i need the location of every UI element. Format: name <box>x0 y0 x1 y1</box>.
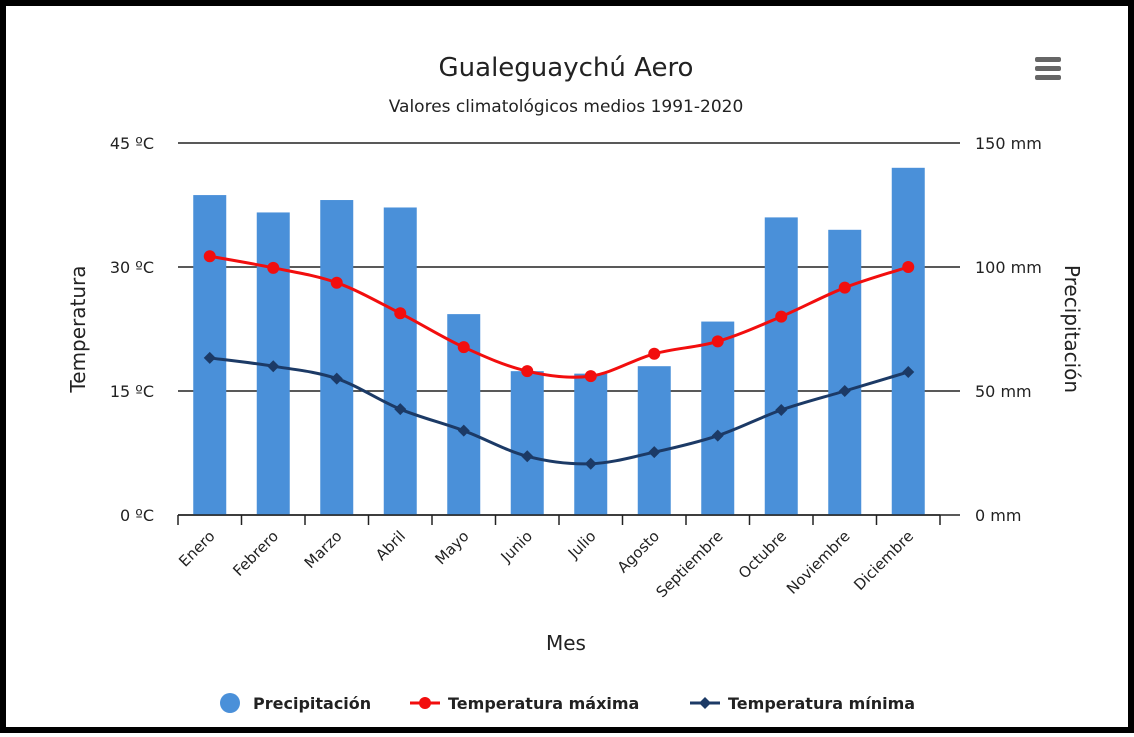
bar <box>510 371 544 515</box>
bar <box>764 217 798 515</box>
bar <box>383 207 417 516</box>
bar <box>320 200 354 516</box>
x-axis-title: Mes <box>546 631 586 655</box>
y2-tick-label: 0 mm <box>975 506 1021 525</box>
y-tick-label: 0 ºC <box>120 506 154 525</box>
marker <box>521 450 534 463</box>
marker <box>775 404 788 417</box>
chart-subtitle: Valores climatológicos medios 1991-2020 <box>389 97 744 117</box>
chart-title: Gualeguaychú Aero <box>439 53 694 83</box>
legend-label: Precipitación <box>253 694 371 713</box>
bar <box>637 366 671 515</box>
bar <box>828 229 862 516</box>
marker <box>203 250 216 263</box>
marker <box>330 276 343 289</box>
marker <box>838 385 851 397</box>
y-tick-label: 15 ºC <box>110 382 154 401</box>
y2-tick-label: 50 mm <box>975 382 1032 401</box>
marker <box>584 457 597 470</box>
legend-swatch <box>699 697 711 709</box>
bar <box>701 321 735 515</box>
marker <box>394 403 407 416</box>
marker <box>648 446 661 459</box>
bar <box>574 373 608 515</box>
menu-icon[interactable] <box>1035 57 1061 80</box>
marker <box>902 365 915 378</box>
marker <box>775 310 788 323</box>
legend-label: Temperatura mínima <box>728 694 915 713</box>
marker <box>902 261 915 273</box>
line <box>209 356 909 466</box>
marker <box>267 261 280 274</box>
legend-swatch <box>220 693 240 713</box>
marker <box>330 372 343 385</box>
marker <box>521 365 534 378</box>
y-tick-label: 45 ºC <box>110 134 154 153</box>
marker <box>457 341 470 354</box>
marker <box>394 307 407 320</box>
legend-swatch <box>419 697 431 709</box>
legend-label: Temperatura máxima <box>448 694 639 713</box>
y-tick-label: 30 ºC <box>110 258 154 277</box>
marker <box>584 370 597 383</box>
y2-tick-label: 100 mm <box>975 258 1042 277</box>
y2-tick-label: 150 mm <box>975 134 1042 153</box>
marker <box>648 347 661 360</box>
marker <box>203 351 216 364</box>
marker <box>457 424 470 437</box>
y2-axis-title: Precipitación <box>1060 265 1084 393</box>
marker <box>267 360 280 373</box>
line <box>209 254 909 379</box>
marker <box>711 429 724 442</box>
y-axis-title: Temperatura <box>66 265 90 393</box>
marker <box>838 281 851 294</box>
marker <box>711 335 724 348</box>
bar <box>891 167 925 516</box>
